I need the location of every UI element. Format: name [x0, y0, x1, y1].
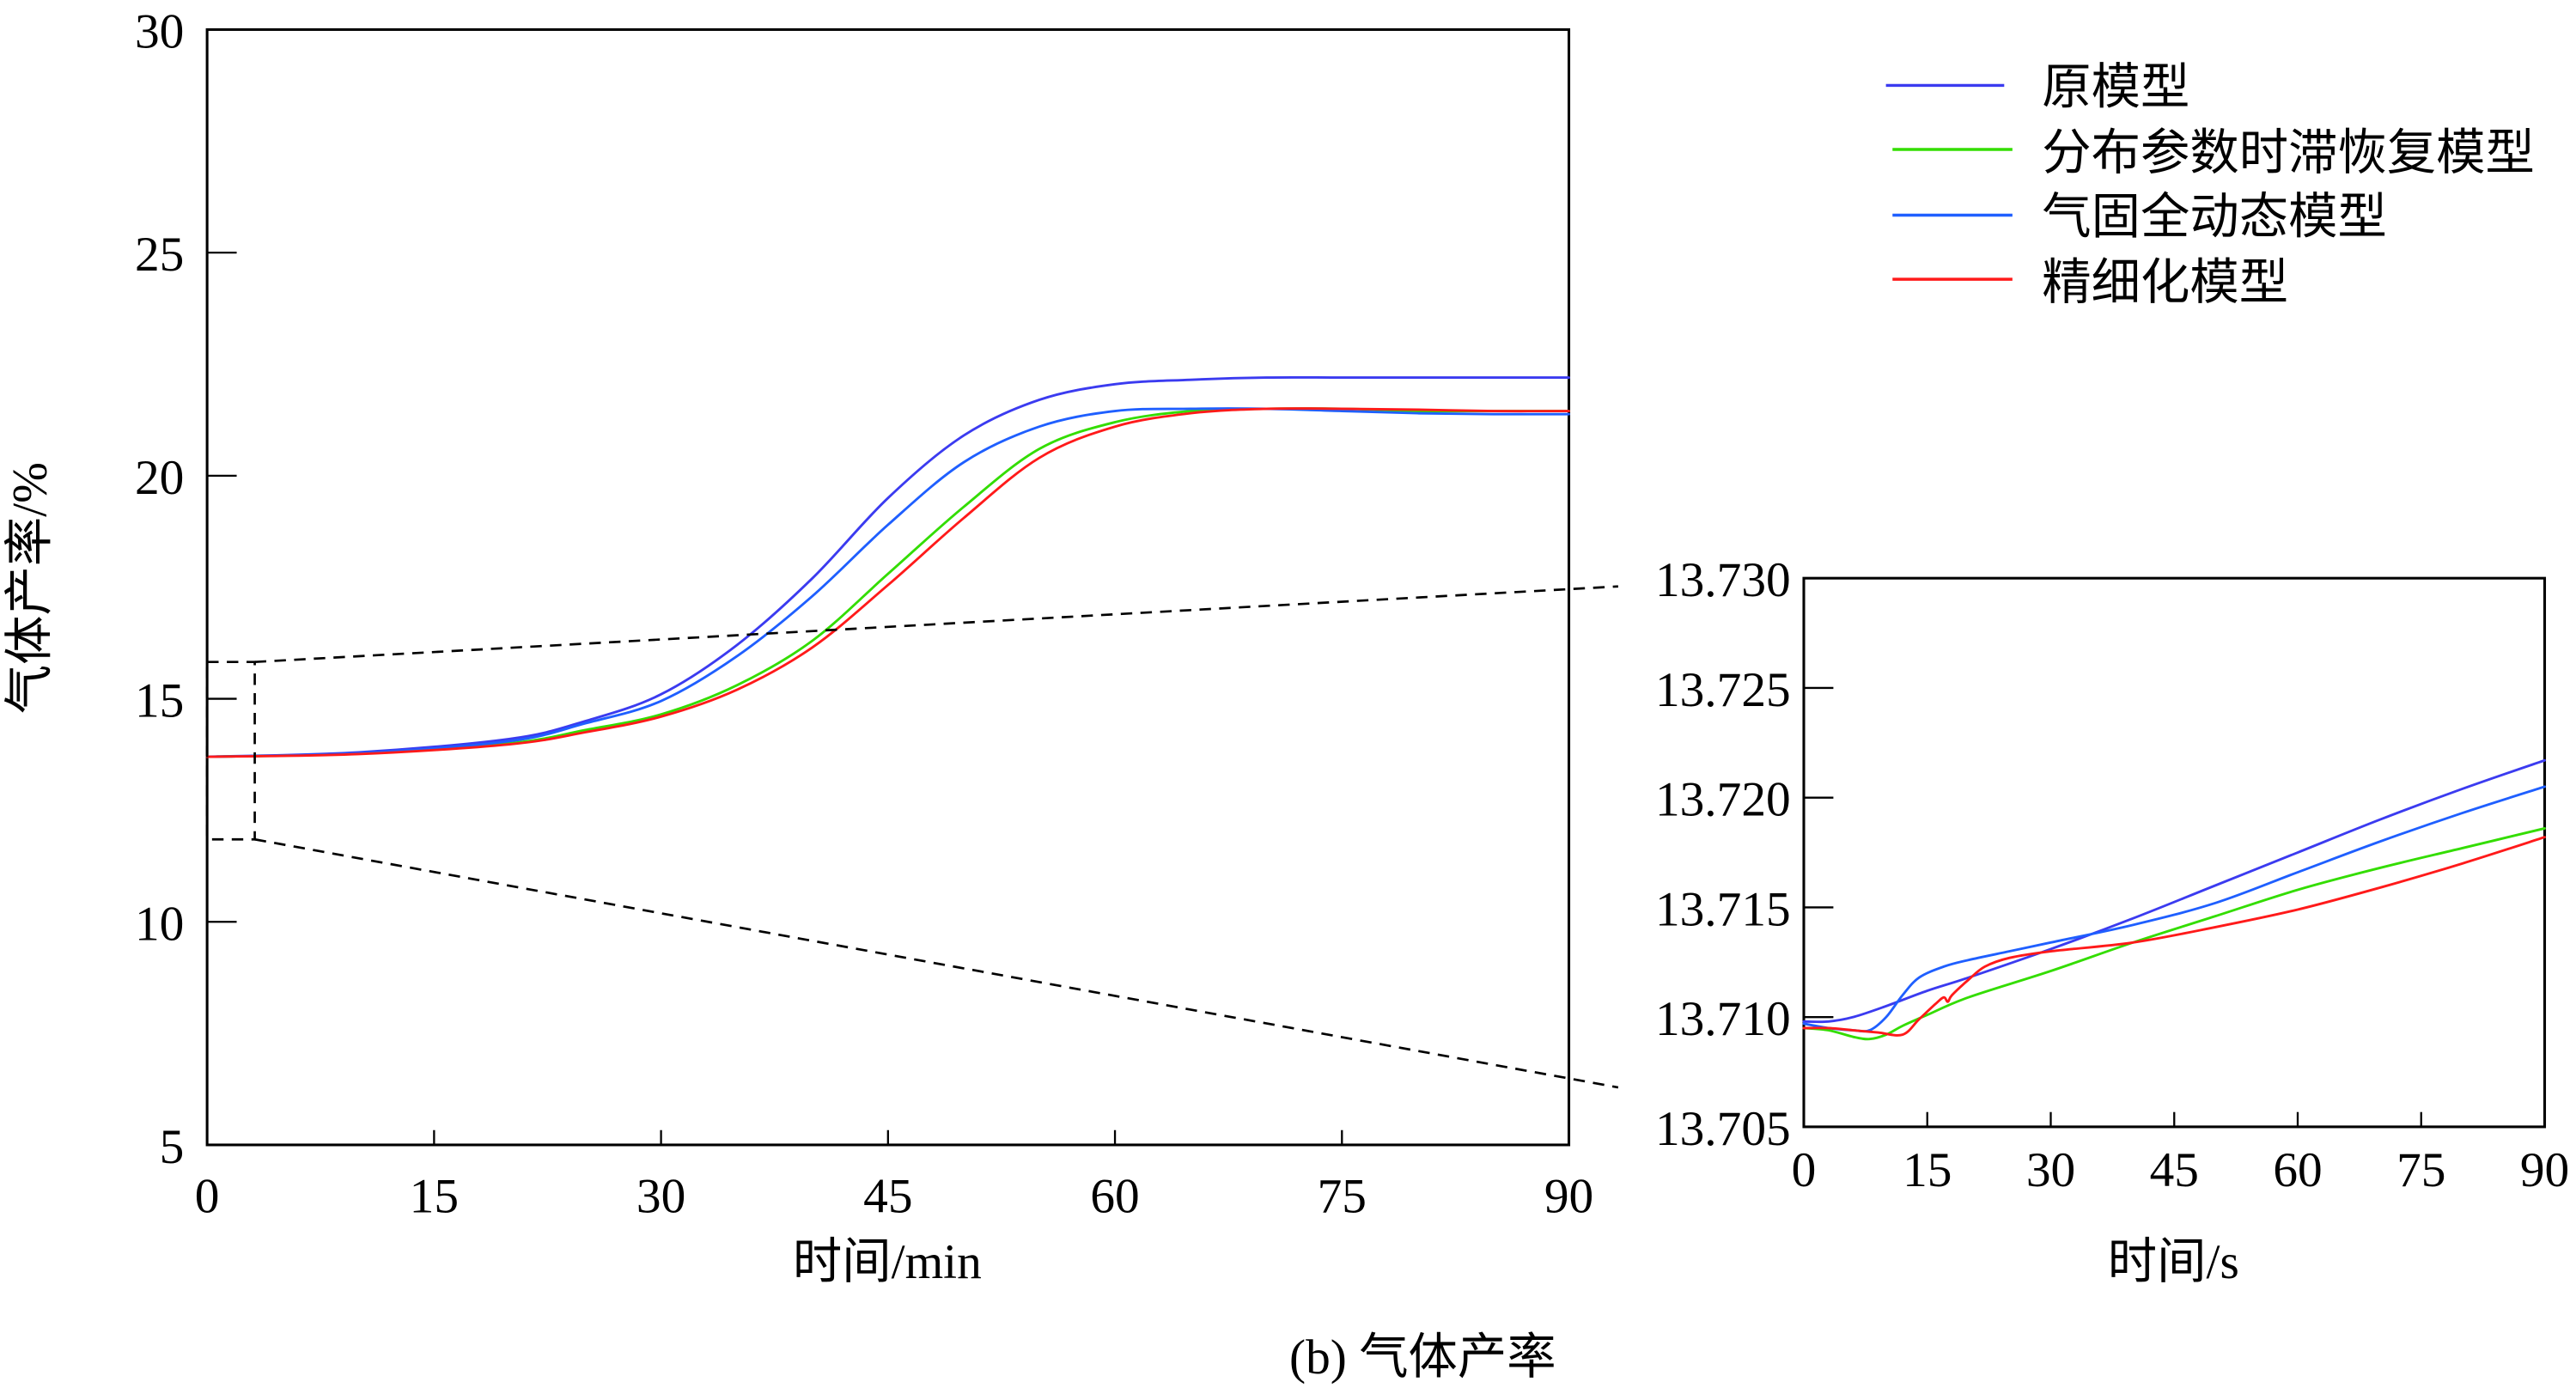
- figure-caption: (b) 气体产率: [1289, 1330, 1556, 1385]
- y-tick-label: 30: [135, 4, 184, 58]
- series-line-inset-2: [1802, 785, 2546, 1033]
- y-tick-label: 5: [160, 1120, 185, 1174]
- series-line-main-2: [205, 407, 1570, 758]
- inset-series: [1802, 758, 2546, 1041]
- y-tick-label: 13.720: [1655, 773, 1791, 827]
- x-tick-label: 15: [410, 1169, 459, 1223]
- y-tick-label: 13.725: [1655, 663, 1791, 717]
- legend-item: 气固全动态模型: [1892, 191, 2387, 245]
- x-tick-label: 75: [1318, 1169, 1367, 1223]
- series-line-inset-3: [1802, 836, 2546, 1037]
- legend-item: 精细化模型: [1892, 256, 2288, 310]
- legend-label: 原模型: [2042, 60, 2189, 114]
- main-x-axis-title: 时间/min: [793, 1235, 982, 1289]
- y-tick-label: 13.715: [1655, 882, 1791, 936]
- legend-label: 气固全动态模型: [2042, 191, 2387, 245]
- main-ticks: 0 15 30 45 60 75 90 5 10 15 20 25 30: [135, 4, 1593, 1223]
- legend-label: 分布参数时滞恢复模型: [2042, 126, 2535, 180]
- x-tick-label: 90: [1544, 1169, 1593, 1223]
- y-tick-label: 20: [135, 451, 184, 505]
- x-tick-label: 60: [2273, 1143, 2322, 1197]
- y-tick-label: 13.705: [1655, 1102, 1791, 1156]
- x-tick-label: 15: [1903, 1143, 1952, 1197]
- series-line-main-3: [205, 407, 1570, 758]
- legend-label: 精细化模型: [2042, 256, 2288, 310]
- inset-plot-frame: [1802, 576, 2547, 1129]
- legend-item: 分布参数时滞恢复模型: [1892, 126, 2535, 180]
- x-tick-label: 60: [1090, 1169, 1139, 1223]
- inset-ticks: 0 15 30 45 60 75 90 13.705 13.710 13.715 13.720 13.…: [1655, 553, 2569, 1197]
- x-tick-label: 0: [1792, 1143, 1817, 1197]
- y-tick-label: 13.710: [1655, 992, 1791, 1046]
- legend-item: 原模型: [1885, 60, 2189, 114]
- x-tick-label: 45: [2150, 1143, 2199, 1197]
- x-tick-label: 0: [195, 1169, 220, 1223]
- main-plot: 0 15 30 45 60 75 90 5 10 15 20 25 30 时间/min 气体产率/%: [3, 4, 1593, 1288]
- main-plot-frame: [205, 27, 1571, 1147]
- zoom-indicator: [205, 585, 1619, 1089]
- x-tick-label: 45: [863, 1169, 912, 1223]
- y-tick-label: 13.730: [1655, 553, 1791, 607]
- series-line-main-1: [205, 407, 1570, 758]
- inset-plot: 0 15 30 45 60 75 90 13.705 13.710 13.715 13.720 13.…: [1655, 553, 2569, 1289]
- series-line-main-0: [205, 375, 1570, 758]
- x-tick-label: 30: [2026, 1143, 2075, 1197]
- x-tick-label: 90: [2520, 1143, 2569, 1197]
- inset-x-axis-title: 时间/s: [2108, 1235, 2239, 1289]
- legend: 原模型 分布参数时滞恢复模型 气固全动态模型 精细化模型: [1885, 60, 2535, 310]
- x-tick-label: 30: [636, 1169, 685, 1223]
- y-tick-label: 25: [135, 228, 184, 282]
- main-series: [205, 375, 1570, 758]
- series-line-inset-1: [1802, 827, 2546, 1041]
- x-tick-label: 75: [2396, 1143, 2445, 1197]
- zoom-box: [205, 661, 256, 841]
- y-tick-label: 15: [135, 674, 184, 728]
- zoom-connector-bottom: [254, 837, 1619, 1089]
- main-y-axis-title: 气体产率/%: [3, 462, 58, 714]
- y-tick-label: 10: [135, 897, 184, 951]
- zoom-connector-top: [254, 585, 1618, 664]
